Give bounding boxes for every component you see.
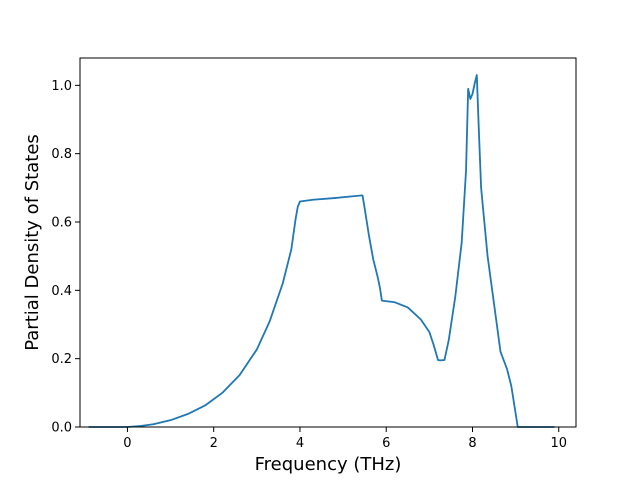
- x-axis-label: Frequency (THz): [255, 454, 402, 475]
- plot-area: [79, 57, 577, 428]
- axes-frame: [79, 57, 577, 428]
- y-tick-label: 0.2: [51, 352, 72, 367]
- pdos-line: [88, 74, 555, 428]
- y-tick-label: 1.0: [51, 79, 72, 94]
- x-tick-label: 8: [468, 436, 476, 451]
- y-tick-label: 0.0: [51, 421, 72, 436]
- y-axis-ticks: 0.0 0.2 0.4 0.6 0.8 1.0: [51, 79, 80, 436]
- y-tick-label: 0.8: [51, 147, 72, 162]
- x-tick-label: 0: [123, 436, 131, 451]
- y-tick-label: 0.4: [51, 284, 72, 299]
- x-tick-label: 6: [382, 436, 390, 451]
- y-axis-label: Partial Density of States: [22, 134, 43, 351]
- x-tick-label: 2: [210, 436, 218, 451]
- y-tick-label: 0.6: [51, 216, 72, 231]
- x-axis-ticks: 0 2 4 6 8 10: [123, 427, 567, 451]
- x-tick-label: 10: [550, 436, 567, 451]
- x-tick-label: 4: [296, 436, 304, 451]
